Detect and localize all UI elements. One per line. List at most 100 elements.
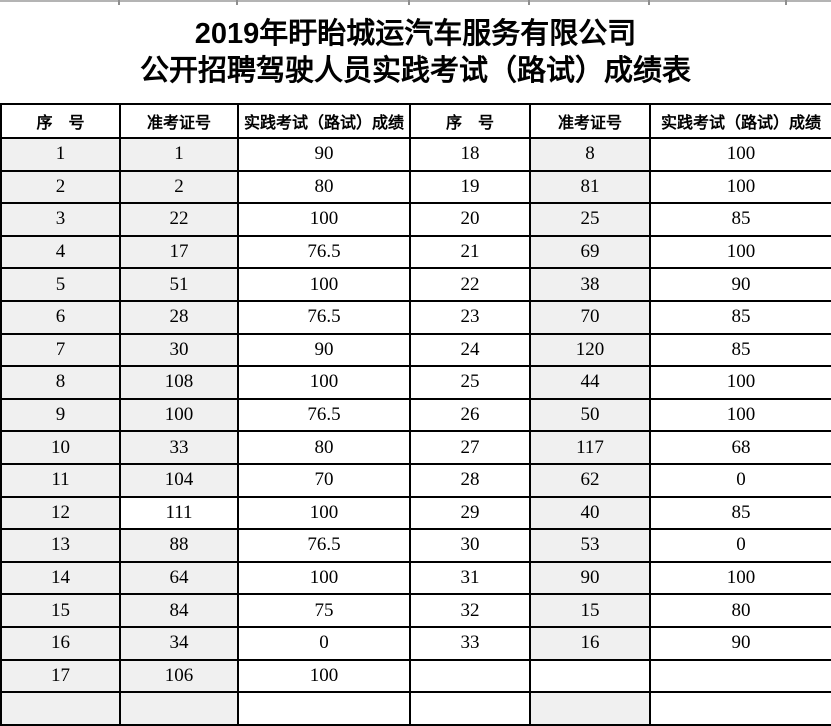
table-cell: 34 xyxy=(119,625,239,661)
table-cell: 80 xyxy=(237,430,411,465)
table-cell xyxy=(0,691,121,726)
table-cell: 120 xyxy=(529,332,651,368)
table-row: 17 106 100 xyxy=(0,658,831,694)
table-cell: 51 xyxy=(119,267,239,302)
table-cell: 104 xyxy=(119,462,239,498)
header-ticket-left: 准考证号 xyxy=(119,103,239,139)
table-cell: 80 xyxy=(237,169,411,205)
table-cell: 0 xyxy=(649,528,831,563)
table-row: 1 1 90 18 8 100 xyxy=(0,137,831,172)
table-cell: 30 xyxy=(409,528,531,563)
table-cell xyxy=(529,658,651,694)
table-cell: 81 xyxy=(529,169,651,205)
table-cell: 0 xyxy=(649,462,831,498)
title-line-1: 2019年盱眙城运汽车服务有限公司 xyxy=(194,18,637,50)
gridline-horizontal xyxy=(0,0,831,2)
table-cell: 15 xyxy=(0,593,121,628)
table-cell xyxy=(409,691,531,726)
score-table: 序 号 准考证号 实践考试（路试）成绩 序 号 准考证号 实践考试（路试）成绩 … xyxy=(0,103,831,726)
table-cell: 9 xyxy=(0,397,121,433)
table-cell: 14 xyxy=(0,560,121,596)
table-cell: 90 xyxy=(237,137,411,172)
table-cell: 108 xyxy=(119,365,239,400)
table-cell xyxy=(119,691,239,726)
table-row: 8 108 100 25 44 100 xyxy=(0,365,831,400)
table-cell: 28 xyxy=(119,299,239,335)
table-cell: 18 xyxy=(409,137,531,172)
table-cell: 100 xyxy=(649,169,831,205)
table-cell: 24 xyxy=(409,332,531,368)
table-cell: 90 xyxy=(649,625,831,661)
table-cell: 22 xyxy=(409,267,531,302)
table-cell: 1 xyxy=(0,137,121,172)
table-row: 13 88 76.5 30 53 0 xyxy=(0,528,831,563)
table-cell: 100 xyxy=(237,560,411,596)
header-seq-left: 序 号 xyxy=(0,103,121,139)
table-cell: 50 xyxy=(529,397,651,433)
table-cell: 23 xyxy=(409,299,531,335)
table-cell: 117 xyxy=(529,430,651,465)
table-cell: 17 xyxy=(0,658,121,694)
table-cell xyxy=(237,691,411,726)
table-cell: 100 xyxy=(649,365,831,400)
table-cell: 26 xyxy=(409,397,531,433)
table-cell: 2 xyxy=(0,169,121,205)
table-cell: 27 xyxy=(409,430,531,465)
table-cell: 8 xyxy=(529,137,651,172)
table-cell: 31 xyxy=(409,560,531,596)
gridline-tick xyxy=(648,0,650,5)
table-body: 1 1 90 18 8 100 2 2 80 19 81 100 3 22 100 20 25 85 4 17 76.5… xyxy=(0,137,831,726)
table-cell xyxy=(649,658,831,694)
table-cell xyxy=(529,691,651,726)
table-cell: 44 xyxy=(529,365,651,400)
gridline-tick xyxy=(528,0,530,5)
header-score-right: 实践考试（路试）成绩 xyxy=(649,103,831,139)
table-cell: 69 xyxy=(529,234,651,270)
table-cell: 10 xyxy=(0,430,121,465)
table-cell: 100 xyxy=(237,365,411,400)
table-cell: 20 xyxy=(409,202,531,237)
header-score-left: 实践考试（路试）成绩 xyxy=(237,103,411,139)
table-cell: 80 xyxy=(649,593,831,628)
table-cell: 76.5 xyxy=(237,397,411,433)
table-cell xyxy=(649,691,831,726)
table-row xyxy=(0,691,831,726)
gridline-tick xyxy=(236,0,238,5)
table-cell: 16 xyxy=(529,625,651,661)
table-cell: 28 xyxy=(409,462,531,498)
header-row: 序 号 准考证号 实践考试（路试）成绩 序 号 准考证号 实践考试（路试）成绩 xyxy=(0,103,831,139)
table-cell: 6 xyxy=(0,299,121,335)
table-row: 14 64 100 31 90 100 xyxy=(0,560,831,596)
table-row: 2 2 80 19 81 100 xyxy=(0,169,831,205)
table-cell xyxy=(409,658,531,694)
table-cell: 19 xyxy=(409,169,531,205)
table-row: 4 17 76.5 21 69 100 xyxy=(0,234,831,270)
table-cell: 7 xyxy=(0,332,121,368)
table-cell: 25 xyxy=(409,365,531,400)
spreadsheet-gridline-strip xyxy=(0,0,831,7)
table-cell: 100 xyxy=(649,234,831,270)
table-row: 12 111 100 29 40 85 xyxy=(0,495,831,531)
table-cell: 76.5 xyxy=(237,234,411,270)
table-row: 6 28 76.5 23 70 85 xyxy=(0,299,831,335)
table-row: 3 22 100 20 25 85 xyxy=(0,202,831,237)
table-cell: 62 xyxy=(529,462,651,498)
table-cell: 32 xyxy=(409,593,531,628)
table-cell: 100 xyxy=(119,397,239,433)
table-cell: 68 xyxy=(649,430,831,465)
table-cell: 100 xyxy=(237,267,411,302)
table-cell: 40 xyxy=(529,495,651,531)
table-cell: 5 xyxy=(0,267,121,302)
header-seq-right: 序 号 xyxy=(409,103,531,139)
table-cell: 3 xyxy=(0,202,121,237)
table-cell: 25 xyxy=(529,202,651,237)
table-row: 10 33 80 27 117 68 xyxy=(0,430,831,465)
table-cell: 16 xyxy=(0,625,121,661)
table-cell: 100 xyxy=(237,495,411,531)
table-cell: 8 xyxy=(0,365,121,400)
table-cell: 0 xyxy=(237,625,411,661)
gridline-tick xyxy=(118,0,120,5)
table-cell: 70 xyxy=(529,299,651,335)
table-cell: 90 xyxy=(649,267,831,302)
document-title: 2019年盱眙城运汽车服务有限公司 公开招聘驾驶人员实践考试（路试）成绩表 xyxy=(0,7,831,103)
